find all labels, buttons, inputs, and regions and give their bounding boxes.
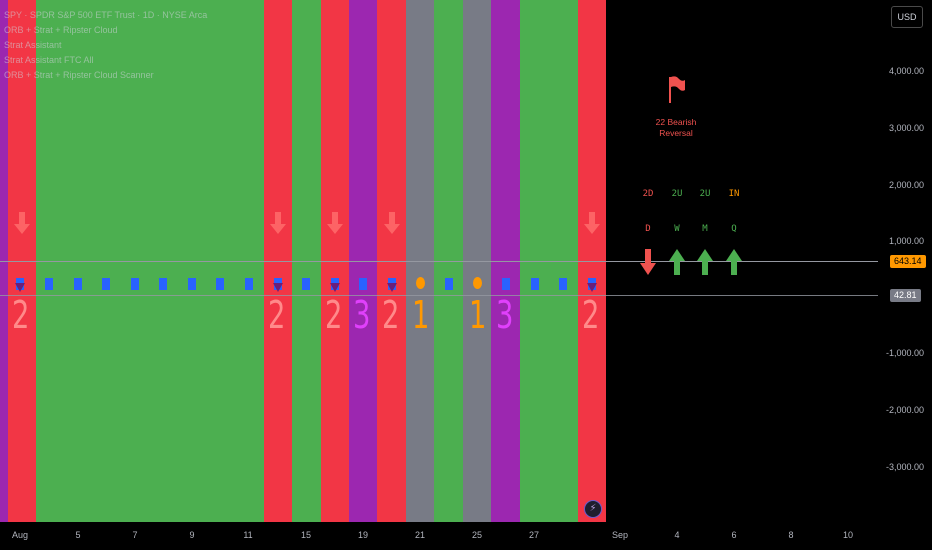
time-tick: 10 — [842, 530, 854, 540]
candle-marker — [74, 278, 82, 290]
legend-symbol[interactable]: SPY · SPDR S&P 500 ETF Trust · 1D · NYSE… — [4, 10, 208, 20]
triangle-marker — [330, 283, 340, 292]
down-arrow-icon — [327, 212, 343, 234]
price-tick: 1,000.00 — [888, 236, 924, 246]
inside-bar-dot — [473, 277, 482, 289]
ftc-top-label: IN — [728, 189, 740, 199]
time-tick: Aug — [11, 530, 29, 540]
down-arrow-icon — [584, 212, 600, 234]
legend-indicator[interactable]: ORB + Strat + Ripster Cloud — [4, 25, 118, 35]
up-arrow-icon — [697, 249, 713, 275]
time-tick: 9 — [189, 530, 195, 540]
strat-label: 1 — [412, 293, 430, 337]
ftc-top-label: 2U — [671, 189, 683, 199]
triangle-marker — [273, 283, 283, 292]
strat-label: 2 — [325, 293, 343, 337]
price-tick: 2,000.00 — [888, 180, 924, 190]
candle-marker — [531, 278, 539, 290]
ftc-top-label: 2U — [699, 189, 711, 199]
candle-marker — [245, 278, 253, 290]
legend-indicator[interactable]: Strat Assistant FTC All — [4, 55, 94, 65]
time-tick: Sep — [611, 530, 629, 540]
legend-indicator[interactable]: Strat Assistant — [4, 40, 62, 50]
reversal-line: 22 Bearish — [655, 117, 697, 127]
bolt-icon[interactable]: ⚡ — [584, 500, 602, 518]
currency-button[interactable]: USD — [891, 6, 923, 28]
legend-indicator[interactable]: ORB + Strat + Ripster Cloud Scanner — [4, 70, 154, 80]
strat-label: 2 — [12, 293, 30, 337]
price-line-lower — [0, 295, 878, 296]
triangle-marker — [15, 283, 25, 292]
indicator-legend[interactable]: SPY · SPDR S&P 500 ETF Trust · 1D · NYSE… — [4, 8, 207, 83]
candle-marker — [359, 278, 367, 290]
ftc-timeframe-label: Q — [731, 224, 737, 234]
ftc-top-label: 2D — [642, 189, 654, 199]
time-tick: 21 — [414, 530, 426, 540]
strat-label: 2 — [268, 293, 286, 337]
reversal-line: Reversal — [659, 128, 693, 138]
time-tick: 27 — [528, 530, 540, 540]
price-tag-upper: 643.14 — [890, 255, 926, 268]
down-arrow-icon — [384, 212, 400, 234]
time-tick: 4 — [674, 530, 680, 540]
price-tick: -2,000.00 — [885, 405, 924, 415]
down-arrow-icon — [14, 212, 30, 234]
strat-label: 1 — [469, 293, 487, 337]
down-arrow-icon — [270, 212, 286, 234]
candle-marker — [502, 278, 510, 290]
up-arrow-icon — [669, 249, 685, 275]
candle-marker — [445, 278, 453, 290]
inside-bar-dot — [416, 277, 425, 289]
candle-marker — [188, 278, 196, 290]
time-tick: 11 — [243, 530, 253, 540]
time-tick: 7 — [132, 530, 138, 540]
time-tick: 8 — [788, 530, 794, 540]
price-tag-lower: 42.81 — [890, 289, 921, 302]
candle-marker — [131, 278, 139, 290]
ftc-timeframe-label: M — [702, 224, 708, 234]
price-line-upper — [0, 261, 878, 262]
triangle-marker — [587, 283, 597, 292]
candle-marker — [159, 278, 167, 290]
price-tick: 4,000.00 — [888, 66, 924, 76]
candle-marker — [302, 278, 310, 290]
chart-area[interactable]: SPY · SPDR S&P 500 ETF Trust · 1D · NYSE… — [0, 0, 878, 522]
time-tick: 5 — [75, 530, 81, 540]
price-tick: -3,000.00 — [885, 462, 924, 472]
price-tick: 3,000.00 — [888, 123, 924, 133]
candle-marker — [102, 278, 110, 290]
candle-marker — [45, 278, 53, 290]
down-arrow-icon — [640, 249, 656, 275]
time-tick: 25 — [471, 530, 483, 540]
candle-marker — [216, 278, 224, 290]
triangle-marker — [387, 283, 397, 292]
strat-label: 3 — [496, 293, 514, 337]
candle-marker — [559, 278, 567, 290]
time-tick: 6 — [731, 530, 737, 540]
price-tick: -1,000.00 — [885, 348, 924, 358]
time-tick: 19 — [357, 530, 369, 540]
up-arrow-icon — [726, 249, 742, 275]
ftc-timeframe-label: W — [674, 224, 680, 234]
flag-icon — [669, 76, 685, 103]
strat-label: 2 — [382, 293, 400, 337]
ftc-timeframe-label: D — [645, 224, 651, 234]
price-axis[interactable]: 4,000.00 3,000.00 2,000.00 1,000.00 -1,0… — [878, 0, 932, 550]
strat-label: 2 — [582, 293, 600, 337]
time-axis[interactable]: Aug 5 7 9 11 13 13 15 19 21 25 27 Sep 4 … — [0, 522, 878, 550]
reversal-label: 22 Bearish Reversal — [646, 117, 706, 139]
time-tick: 15 — [300, 530, 312, 540]
strat-label: 3 — [353, 293, 371, 337]
